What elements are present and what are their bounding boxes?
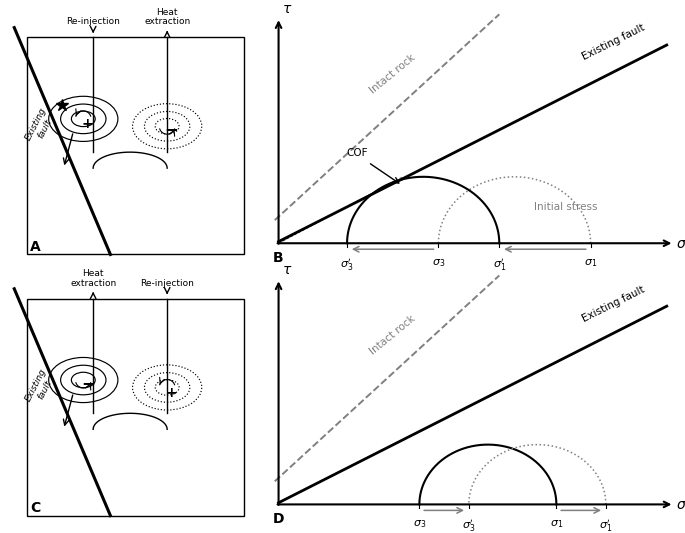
Bar — [27, 37, 244, 254]
Text: Existing
fault: Existing fault — [24, 106, 57, 147]
Bar — [27, 298, 244, 515]
Text: $\sigma_3'$: $\sigma_3'$ — [462, 519, 475, 533]
Text: $\sigma_n$: $\sigma_n$ — [676, 500, 685, 514]
Text: Existing
fault: Existing fault — [24, 367, 57, 408]
Text: Intact rock: Intact rock — [368, 53, 417, 96]
Text: $\sigma_1'$: $\sigma_1'$ — [599, 519, 612, 533]
Text: B: B — [273, 251, 284, 264]
Text: $\sigma_1'$: $\sigma_1'$ — [493, 257, 506, 273]
Text: Existing fault: Existing fault — [580, 23, 647, 62]
Text: COF: COF — [346, 148, 367, 158]
Text: D: D — [273, 512, 284, 526]
Text: Heat
extraction: Heat extraction — [144, 7, 190, 26]
Text: Re-injection: Re-injection — [140, 279, 194, 287]
Text: Intact rock: Intact rock — [368, 314, 417, 357]
Text: $\sigma_1$: $\sigma_1$ — [550, 519, 563, 530]
Text: $\tau$: $\tau$ — [282, 2, 292, 15]
Text: −: − — [164, 120, 179, 138]
Text: Re-injection: Re-injection — [66, 18, 120, 26]
Text: $\tau$: $\tau$ — [282, 263, 292, 277]
Text: A: A — [30, 240, 41, 254]
Text: Initial stress: Initial stress — [534, 202, 597, 212]
Text: $\sigma_3$: $\sigma_3$ — [413, 519, 426, 530]
Text: Existing fault: Existing fault — [580, 284, 647, 324]
Text: $\sigma_3$: $\sigma_3$ — [432, 257, 445, 269]
Text: $\sigma_1$: $\sigma_1$ — [584, 257, 597, 269]
Text: +: + — [166, 386, 177, 400]
Text: $\sigma_3'$: $\sigma_3'$ — [340, 257, 353, 273]
Text: C: C — [30, 501, 40, 515]
Text: Heat
extraction: Heat extraction — [70, 269, 116, 287]
Text: $\sigma_n$: $\sigma_n$ — [676, 239, 685, 253]
Text: +: + — [82, 117, 94, 131]
Text: −: − — [81, 374, 95, 392]
